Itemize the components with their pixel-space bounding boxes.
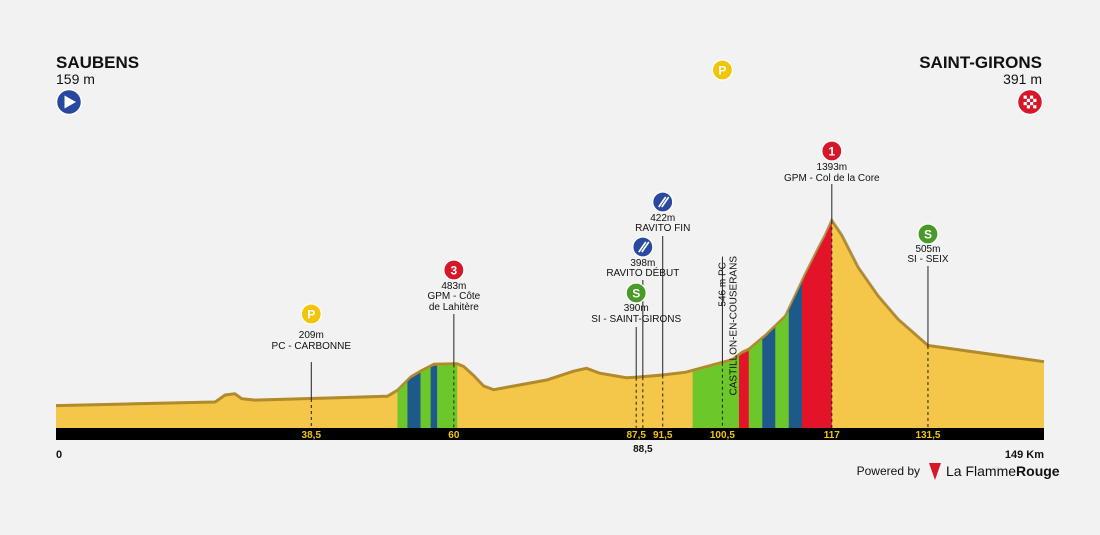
- checker--1--1: [1026, 98, 1030, 102]
- point-icon-circle-7: [917, 223, 939, 245]
- point-label-0: PC - CARBONNE: [272, 341, 352, 352]
- axis-start-label: 0: [56, 449, 62, 461]
- climb-band-0-4: [437, 365, 458, 428]
- point-label-6: GPM - Col de la Core: [784, 173, 880, 184]
- finish-flag-icon: [1016, 88, 1044, 116]
- climb-band-1-1: [739, 350, 749, 428]
- tick-label-4: 91,5: [653, 430, 673, 441]
- tick-label-2: 87,5: [626, 430, 646, 441]
- start-altitude: 159 m: [56, 71, 95, 87]
- brand-text: La FlammeRouge: [946, 463, 1060, 479]
- climb-band-0-2: [420, 367, 431, 428]
- point-vertical-label-5: 546 m PC -: [717, 256, 728, 307]
- sprint-icon: S: [632, 287, 640, 301]
- distance-axis-bar: [56, 428, 1044, 440]
- point-altitude-3: 398m: [630, 258, 655, 269]
- climb-band-0-1: [407, 372, 421, 428]
- climb-band-1-4: [775, 310, 789, 428]
- tick-label-6: 117: [824, 430, 841, 441]
- start-name: SAUBENS: [56, 53, 139, 72]
- checker-0--2: [1023, 102, 1027, 106]
- point-icon-circle-5: [711, 59, 734, 81]
- flamme-rouge-logo-icon: [929, 463, 941, 480]
- tick-label-0: 38,5: [302, 430, 322, 441]
- point-altitude-1: 483m: [441, 281, 466, 292]
- sprint-icon: S: [924, 228, 932, 242]
- feed-icon-stroke: [661, 196, 670, 208]
- pc-icon: P: [307, 308, 315, 322]
- kom-icon: 1: [828, 145, 835, 159]
- point-altitude-4: 422m: [650, 213, 675, 224]
- climb-band-1-0: [692, 356, 739, 428]
- finish-name: SAINT-GIRONS: [919, 53, 1042, 72]
- tick-label-1: 60: [448, 430, 460, 441]
- climb-bands-layer: [397, 222, 832, 428]
- point-altitude-0: 209m: [299, 330, 324, 341]
- brand-suffix: Rouge: [1016, 463, 1060, 479]
- point-label-4: RAVITO FIN: [635, 223, 690, 234]
- point-label-3: RAVITO DÉBUT: [606, 266, 679, 279]
- point-pc_vertical-5: P 546 m PC - CASTILLON-EN-COUSERANS: [711, 59, 739, 396]
- climb-band-1-5: [788, 282, 802, 428]
- checker-1-1: [1033, 105, 1037, 109]
- point-label-2: SI - SAINT-GIRONS: [591, 314, 681, 325]
- pc-icon: P: [718, 64, 726, 78]
- point-altitude-5: 546 m PC -: [717, 256, 728, 307]
- point-altitude-6: 1393m: [817, 162, 848, 173]
- point-altitude-7: 505m: [915, 244, 940, 255]
- tick-label-3: 88,5: [633, 444, 653, 455]
- point-label-7: SI - SEIX: [907, 254, 948, 265]
- point-icon-circle-6: [821, 140, 843, 162]
- checker--2--2: [1023, 95, 1027, 99]
- checker--1-1: [1033, 98, 1037, 102]
- axis-end-label: 149 Km: [1005, 449, 1044, 461]
- climb-band-1-2: [748, 339, 763, 428]
- feed-icon: [638, 241, 647, 253]
- point-icon-circle-2: [625, 282, 647, 304]
- point-label-1: GPM - Côte: [427, 291, 480, 302]
- feed-icon-stroke: [641, 241, 650, 253]
- point-altitude-2: 390m: [624, 303, 649, 314]
- checker-0-0: [1030, 102, 1034, 106]
- powered-by-text: Powered by: [857, 464, 920, 478]
- climb-band-1-6: [802, 222, 832, 428]
- feed-icon: [658, 196, 667, 208]
- finish-altitude: 391 m: [1003, 71, 1042, 87]
- climb-band-0-0: [397, 381, 408, 428]
- point-icon-circle-1: [443, 259, 465, 281]
- climb-band-0-3: [430, 365, 438, 428]
- start-icon: [55, 88, 83, 116]
- point-label2-1: de Lahitère: [429, 302, 479, 313]
- tick-label-5: 100,5: [710, 430, 735, 441]
- point-vertical-label2-5: CASTILLON-EN-COUSERANS: [728, 256, 739, 396]
- point-icon-circle-0: [300, 303, 322, 325]
- checker-1--1: [1026, 105, 1030, 109]
- tick-label-7: 131,5: [915, 430, 940, 441]
- terrain-ridge: [55, 217, 1045, 408]
- kom-icon: 3: [451, 264, 458, 278]
- checker--2-0: [1030, 95, 1034, 99]
- tick-labels-layer: 38,5 60 87,5 88,591,5 100,5 117 131,5: [302, 430, 941, 455]
- climb-band-1-3: [762, 327, 776, 428]
- brand-prefix: La Flamme: [946, 463, 1016, 479]
